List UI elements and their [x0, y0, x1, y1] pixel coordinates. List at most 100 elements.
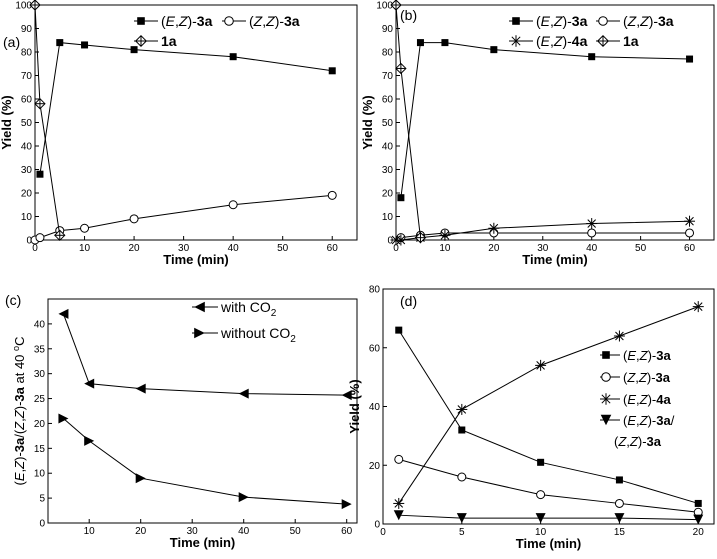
y-axis-title: Yield (%): [347, 379, 362, 433]
legend-marker: [602, 351, 610, 359]
x-tick-label: 60: [341, 526, 353, 537]
y-tick-label: 25: [34, 394, 46, 405]
x-tick-label: 40: [228, 243, 240, 254]
series-line: [398, 514, 699, 521]
data-point: [397, 194, 405, 202]
legend-label: 1a: [623, 33, 639, 49]
x-tick-label: 40: [238, 526, 250, 537]
data-point: [81, 41, 89, 49]
data-point: [614, 498, 624, 508]
panel-label: (d): [400, 293, 417, 309]
y-tick-label: 70: [21, 71, 33, 82]
y-tick-label: 60: [382, 95, 394, 106]
data-point: [615, 476, 623, 484]
data-point: [456, 513, 467, 524]
legend-label: (E,Z)-4a: [623, 392, 671, 407]
legend: (E,Z)-3a (Z,Z)-3a (E,Z)-4a 1a: [509, 13, 674, 49]
y-tick-label: 40: [21, 142, 33, 153]
data-point: [395, 234, 407, 246]
series-line: [34, 4, 61, 236]
plot-frame: [34, 4, 358, 241]
series-line: [398, 458, 699, 513]
x-tick-label: 5: [459, 527, 465, 538]
legend-marker: [510, 35, 522, 47]
y-tick-label: 10: [34, 469, 46, 480]
legend-marker: [194, 327, 205, 339]
legend-label: (Z,Z)-3a: [249, 13, 300, 29]
series-s0: [36, 39, 336, 178]
y-tick-label: 90: [21, 24, 33, 35]
y-tick-label: 40: [382, 142, 394, 153]
y-tick-label: 40: [369, 402, 381, 413]
legend-marker: [598, 16, 608, 26]
y-tick-label: 30: [34, 369, 46, 380]
x-axis-title: Time (min): [522, 252, 588, 267]
x-tick-label: 10: [79, 243, 91, 254]
series-line: [63, 418, 347, 505]
data-point: [393, 510, 404, 521]
series-s1: [30, 190, 337, 245]
series-line: [34, 194, 333, 241]
x-tick-label: 10: [84, 526, 96, 537]
data-point: [395, 62, 407, 75]
legend-label: without CO2: [220, 325, 296, 345]
data-point: [693, 514, 704, 525]
data-point: [613, 330, 625, 342]
legend-marker: [600, 393, 612, 405]
x-tick-label: 10: [439, 243, 451, 254]
legend-marker: [134, 34, 148, 48]
series-line: [39, 42, 333, 175]
series-s0: [58, 308, 352, 401]
x-tick-label: 30: [537, 243, 549, 254]
data-point-d2: [396, 235, 406, 245]
y-tick-label: 80: [382, 48, 394, 59]
data-point: [588, 53, 596, 61]
data-point: [439, 229, 451, 241]
legend: with CO2 without CO2: [192, 299, 296, 345]
x-tick-label: 15: [614, 527, 626, 538]
data-point: [535, 359, 547, 371]
data-point: [416, 39, 424, 47]
series-s2: [29, 0, 66, 242]
y-axis-title: Yield (%): [0, 95, 14, 149]
data-point: [390, 0, 402, 11]
data-point-d2: [693, 302, 703, 311]
data-point: [34, 97, 46, 110]
data-point: [58, 413, 69, 424]
y-tick-label: 80: [21, 48, 33, 59]
y-tick-label: 20: [382, 189, 394, 200]
data-point-d2: [489, 223, 499, 233]
y-tick-label: 15: [34, 444, 46, 455]
data-point-d2: [587, 219, 597, 228]
y-tick-label: 0: [26, 236, 32, 247]
series-s3: [393, 510, 704, 525]
legend-label: (E,Z)-4a: [536, 33, 588, 49]
x-tick-label: 20: [135, 526, 147, 537]
x-tick-label: 0: [380, 527, 386, 538]
x-tick-label: 50: [635, 243, 647, 254]
y-tick-label: 80: [369, 285, 381, 296]
legend-marker: [512, 17, 520, 25]
legend-marker: [224, 16, 234, 26]
data-point: [456, 403, 468, 415]
data-point: [135, 473, 146, 484]
panel-d: 0 5 10 15 20 0 20 40 60 80 Time (min) Yield (%) (d) (…: [347, 285, 715, 551]
data-point-d2: [685, 216, 694, 226]
y-tick-label: 50: [382, 118, 394, 129]
legend: (E,Z)-3a (Z,Z)-3a (E,Z)-4a (E,Z)-3a/ (Z,Z)-3…: [600, 348, 675, 449]
legend-marker: [601, 372, 611, 382]
x-tick-label: 60: [684, 243, 696, 254]
x-tick-label: 60: [327, 243, 339, 254]
data-point: [238, 492, 249, 503]
y-tick-label: 40: [34, 319, 46, 330]
legend-label: (E,Z)-3a: [536, 13, 588, 29]
y-tick-label: 5: [39, 494, 45, 505]
y-tick-label: 0: [39, 519, 45, 530]
data-point-d2: [457, 405, 467, 414]
data-point: [56, 39, 64, 47]
data-point-d2: [394, 499, 404, 508]
data-point: [327, 190, 337, 200]
y-tick-label: 20: [21, 189, 33, 200]
series-line: [400, 42, 690, 198]
